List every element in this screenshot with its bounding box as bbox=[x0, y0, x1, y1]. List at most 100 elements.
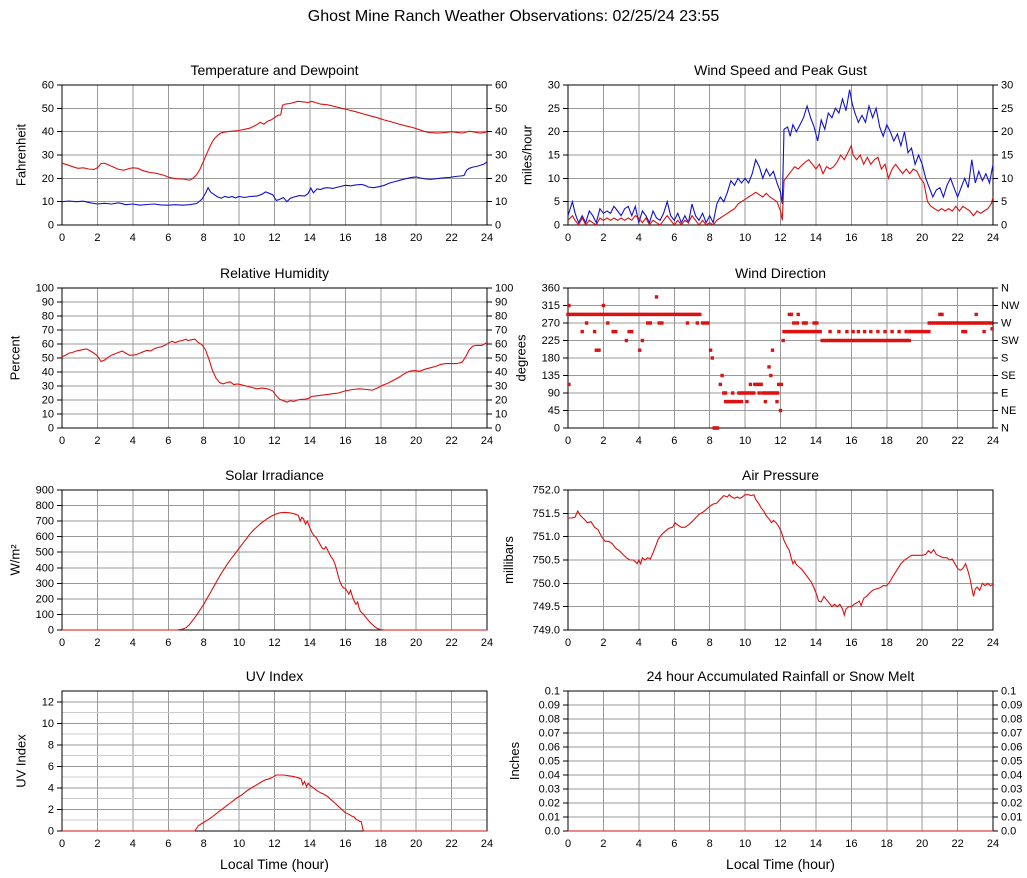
y-tick-label: 90 bbox=[42, 297, 54, 309]
chart-temperature-dewpoint: Temperature and Dewpoint0102030405060010… bbox=[14, 62, 508, 244]
y-tick-label-right: 30 bbox=[495, 381, 507, 393]
x-tick-label: 22 bbox=[951, 435, 963, 447]
y-tick-label: 60 bbox=[42, 339, 54, 351]
x-tick-label: 22 bbox=[445, 232, 457, 244]
x-tick-label: 6 bbox=[165, 435, 171, 447]
x-tick-label: 6 bbox=[165, 637, 171, 649]
y-tick-label: 15 bbox=[548, 150, 560, 162]
y-tick-label-right: 25 bbox=[1001, 103, 1013, 115]
x-tick-label: 4 bbox=[130, 838, 136, 850]
y-tick-label: 0.08 bbox=[539, 714, 560, 726]
y-axis-label: Inches bbox=[507, 741, 522, 780]
y-tick-label: 900 bbox=[36, 485, 54, 497]
x-tick-label: 2 bbox=[600, 232, 606, 244]
y-tick-label-right: 0 bbox=[1001, 220, 1007, 232]
x-tick-label: 12 bbox=[268, 435, 280, 447]
x-tick-label: 4 bbox=[130, 435, 136, 447]
x-tick-label: 24 bbox=[481, 838, 493, 850]
x-tick-label: 6 bbox=[165, 232, 171, 244]
y-tick-label: 30 bbox=[548, 80, 560, 92]
x-tick-label: 22 bbox=[445, 435, 457, 447]
y-tick-label: 135 bbox=[542, 370, 560, 382]
y-tick-label-right: 0 bbox=[495, 423, 501, 435]
y-tick-label-right: SE bbox=[1001, 370, 1016, 382]
y-tick-label-right: 60 bbox=[495, 339, 507, 351]
y-tick-label-right: 0.03 bbox=[1001, 784, 1022, 796]
x-tick-label: 16 bbox=[845, 637, 857, 649]
y-tick-label: 270 bbox=[542, 318, 560, 330]
x-tick-label: 12 bbox=[774, 838, 786, 850]
chart-title: Relative Humidity bbox=[220, 265, 329, 281]
y-tick-label-right: 0.06 bbox=[1001, 742, 1022, 754]
x-tick-label: 22 bbox=[951, 637, 963, 649]
y-tick-label: 0.07 bbox=[539, 728, 560, 740]
y-tick-label: 100 bbox=[36, 609, 54, 621]
x-tick-label: 18 bbox=[375, 637, 387, 649]
y-tick-label-right: 70 bbox=[495, 325, 507, 337]
x-tick-label: 2 bbox=[600, 637, 606, 649]
y-tick-label: 25 bbox=[548, 103, 560, 115]
x-tick-label: 18 bbox=[375, 232, 387, 244]
y-tick-label: 6 bbox=[48, 761, 54, 773]
x-tick-label: 20 bbox=[410, 435, 422, 447]
wind-direction-direction-points bbox=[566, 295, 994, 430]
y-tick-label: 200 bbox=[36, 593, 54, 605]
y-tick-label: 0.03 bbox=[539, 784, 560, 796]
x-tick-label: 8 bbox=[707, 435, 713, 447]
x-tick-label: 2 bbox=[94, 838, 100, 850]
x-tick-label: 12 bbox=[268, 232, 280, 244]
x-tick-label: 6 bbox=[671, 435, 677, 447]
x-tick-label: 24 bbox=[481, 435, 493, 447]
x-tick-label: 14 bbox=[810, 232, 822, 244]
chart-title: Temperature and Dewpoint bbox=[190, 62, 358, 78]
x-tick-label: 6 bbox=[671, 637, 677, 649]
y-tick-label: 752.0 bbox=[532, 485, 560, 497]
x-tick-label: 0 bbox=[59, 838, 65, 850]
y-tick-label: 5 bbox=[554, 196, 560, 208]
y-tick-label: 70 bbox=[42, 325, 54, 337]
page-title: Ghost Mine Ranch Weather Observations: 0… bbox=[307, 8, 720, 25]
y-tick-label: 100 bbox=[36, 283, 54, 295]
x-tick-label: 20 bbox=[410, 838, 422, 850]
x-tick-label: 10 bbox=[233, 838, 245, 850]
y-tick-label-right: 20 bbox=[1001, 126, 1013, 138]
x-tick-label: 2 bbox=[94, 435, 100, 447]
temperature-dewpoint-dewpoint-line bbox=[61, 161, 488, 206]
relative-humidity-humidity-line bbox=[61, 338, 488, 403]
y-tick-label: 180 bbox=[542, 353, 560, 365]
uv-index-uv-line bbox=[62, 774, 487, 832]
x-tick-label: 0 bbox=[59, 435, 65, 447]
x-tick-label: 10 bbox=[739, 838, 751, 850]
x-tick-label: 16 bbox=[339, 435, 351, 447]
y-tick-label: 10 bbox=[42, 196, 54, 208]
x-tick-label: 12 bbox=[774, 232, 786, 244]
x-tick-label: 18 bbox=[881, 637, 893, 649]
y-tick-label-right: 0.07 bbox=[1001, 728, 1022, 740]
x-tick-label: 8 bbox=[201, 838, 207, 850]
x-tick-label: 6 bbox=[165, 838, 171, 850]
x-tick-label: 10 bbox=[739, 232, 751, 244]
y-tick-label: 800 bbox=[36, 500, 54, 512]
y-tick-label: 360 bbox=[542, 283, 560, 295]
x-tick-label: 14 bbox=[810, 435, 822, 447]
y-tick-label: 0.06 bbox=[539, 742, 560, 754]
x-tick-label: 24 bbox=[987, 435, 999, 447]
y-tick-label: 90 bbox=[548, 388, 560, 400]
x-tick-label: 0 bbox=[565, 838, 571, 850]
plot-border bbox=[567, 287, 994, 429]
x-tick-label: 8 bbox=[201, 637, 207, 649]
x-tick-label: 2 bbox=[94, 232, 100, 244]
y-tick-label: 30 bbox=[42, 150, 54, 162]
air-pressure-pressure-line bbox=[568, 493, 994, 618]
y-tick-label-right: 100 bbox=[495, 283, 513, 295]
plot-border bbox=[61, 489, 488, 631]
y-tick-label: 40 bbox=[42, 367, 54, 379]
x-tick-label: 2 bbox=[94, 637, 100, 649]
x-tick-label: 20 bbox=[410, 637, 422, 649]
x-tick-label: 12 bbox=[774, 637, 786, 649]
x-tick-label: 18 bbox=[881, 232, 893, 244]
chart-title: Wind Speed and Peak Gust bbox=[694, 62, 867, 78]
y-axis-label: Fahrenheit bbox=[14, 124, 29, 187]
y-tick-label: 750.5 bbox=[532, 555, 560, 567]
